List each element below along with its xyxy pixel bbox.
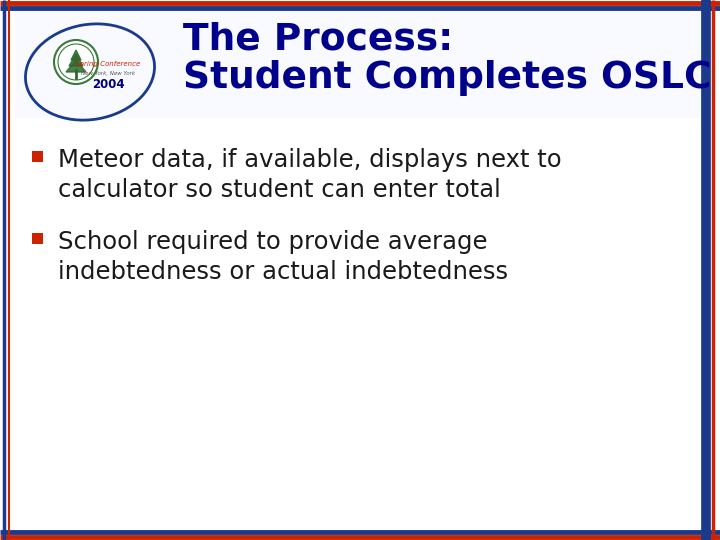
Bar xyxy=(32,233,43,244)
Polygon shape xyxy=(69,54,83,66)
Text: indebtedness or actual indebtedness: indebtedness or actual indebtedness xyxy=(58,260,508,284)
Text: Student Completes OSLC: Student Completes OSLC xyxy=(183,60,711,96)
Text: 2004: 2004 xyxy=(91,78,125,91)
Text: Meteor data, if available, displays next to: Meteor data, if available, displays next… xyxy=(58,148,562,172)
Text: New York, New York: New York, New York xyxy=(81,71,135,77)
Circle shape xyxy=(54,40,98,84)
Bar xyxy=(15,10,708,118)
Bar xyxy=(32,151,43,162)
Text: calculator so student can enter total: calculator so student can enter total xyxy=(58,178,500,202)
Text: School required to provide average: School required to provide average xyxy=(58,230,487,254)
Polygon shape xyxy=(71,50,81,60)
Text: Spring Conference: Spring Conference xyxy=(76,61,140,67)
Text: The Process:: The Process: xyxy=(183,22,454,58)
Polygon shape xyxy=(66,60,86,72)
